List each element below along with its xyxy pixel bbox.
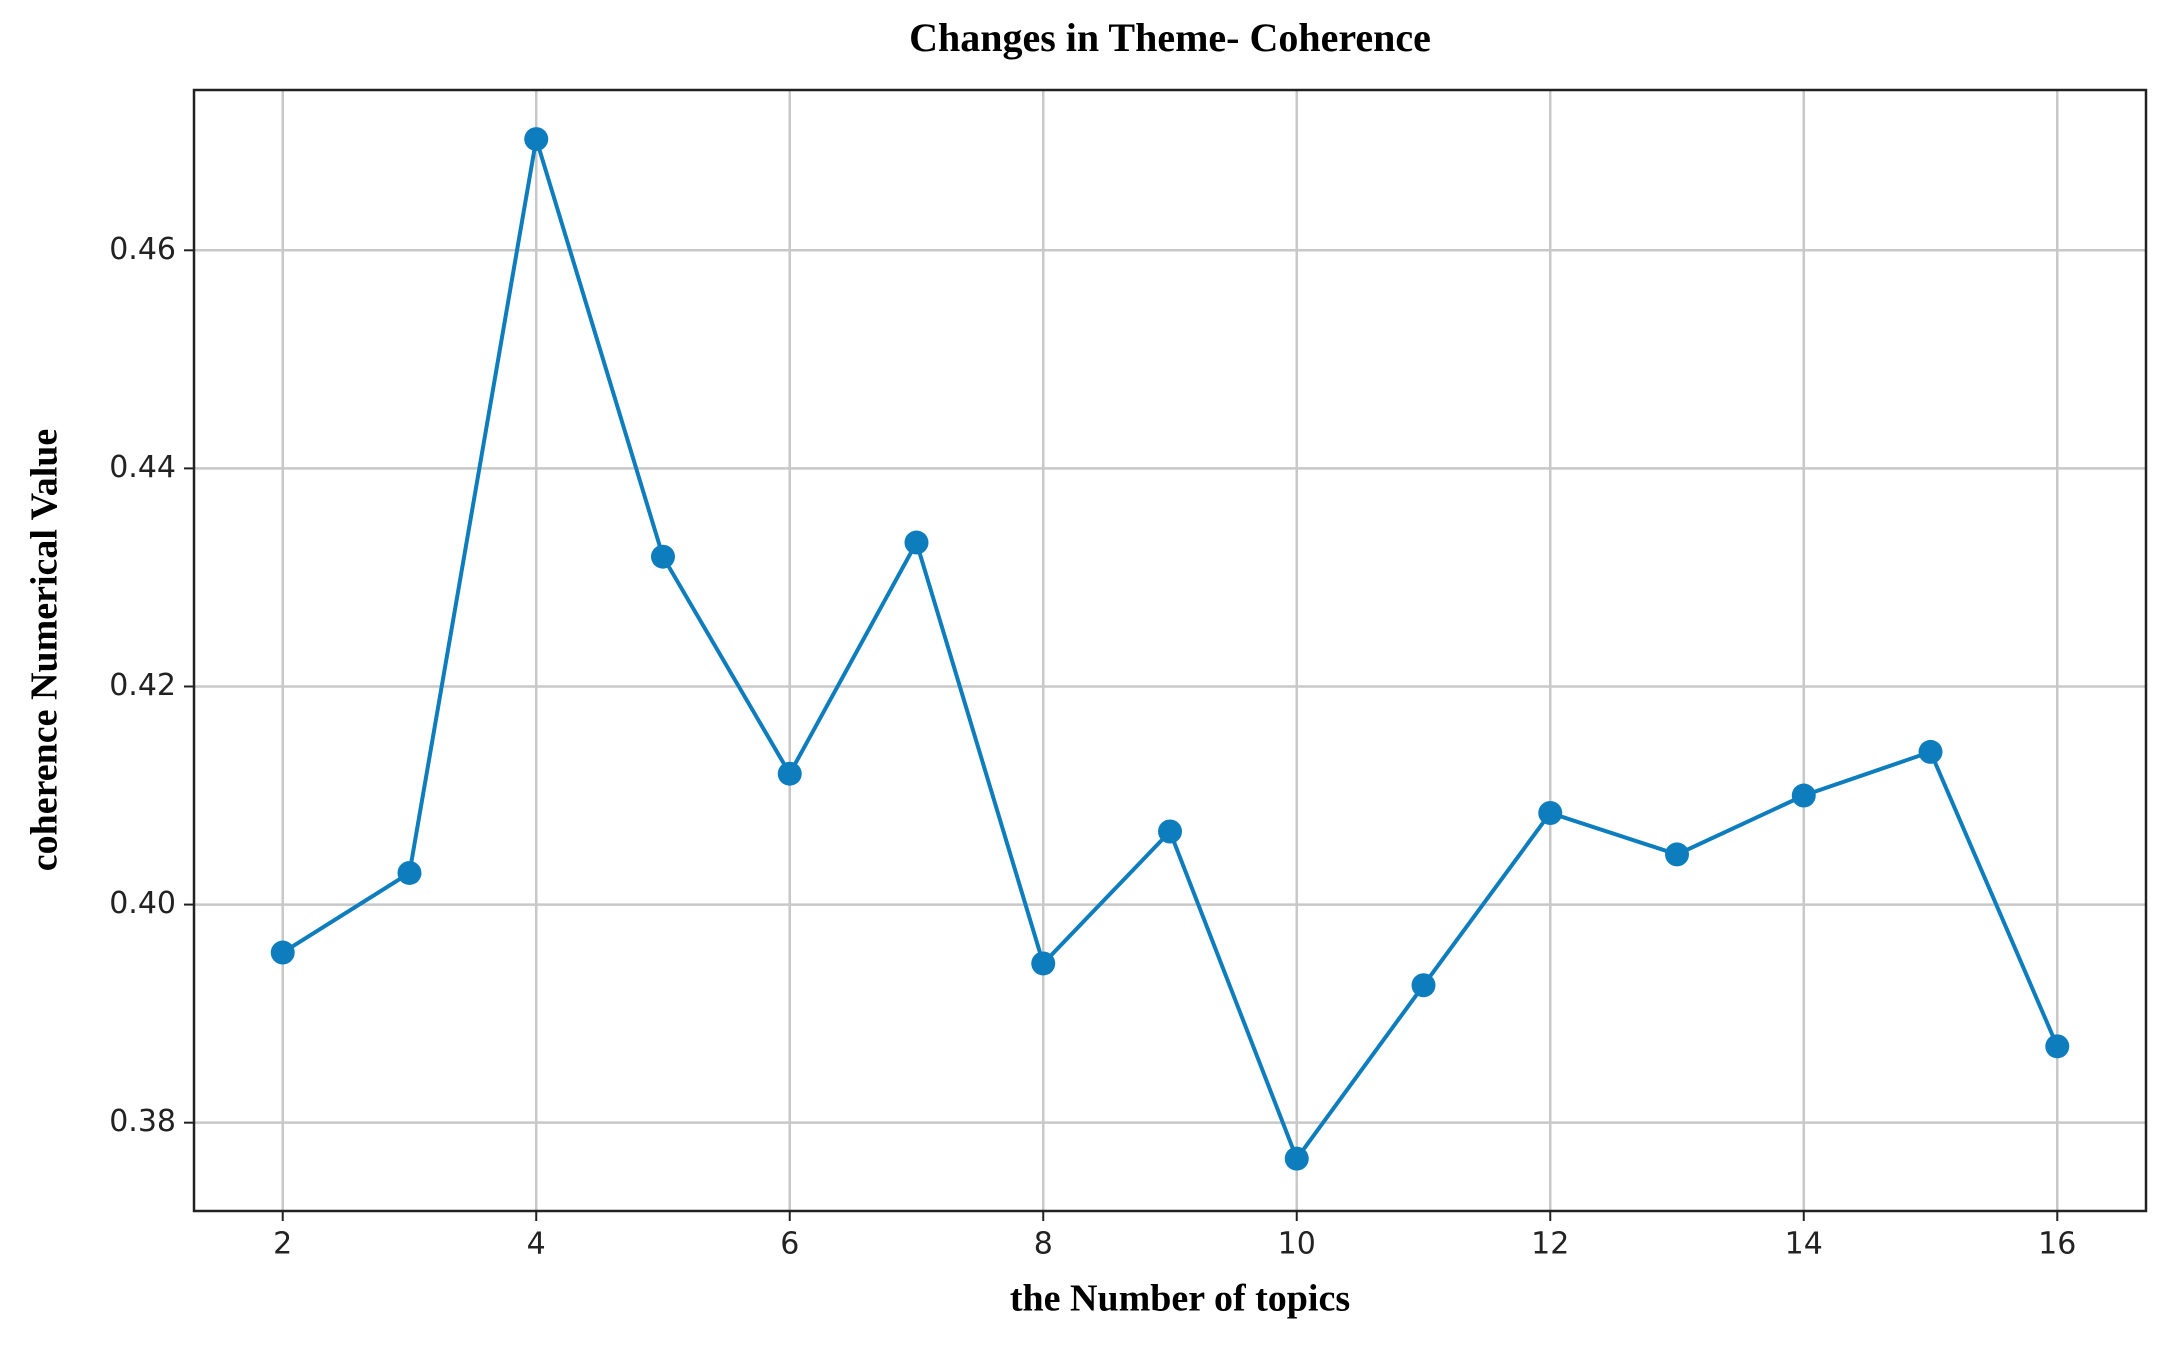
data-point <box>904 530 929 555</box>
x-tick-label: 6 <box>780 1227 799 1262</box>
data-point <box>777 761 802 786</box>
data-point <box>1538 800 1563 825</box>
x-tick-label: 2 <box>273 1227 292 1262</box>
y-tick-label: 0.44 <box>109 450 176 485</box>
x-tick-label: 14 <box>1785 1227 1823 1262</box>
x-tick-label: 12 <box>1531 1227 1569 1262</box>
data-point <box>1284 1146 1309 1171</box>
data-point <box>524 127 549 152</box>
data-point <box>270 940 295 965</box>
data-point <box>1031 951 1056 976</box>
plot-frame <box>192 88 2148 1213</box>
data-point <box>1665 842 1690 867</box>
data-point <box>650 544 675 569</box>
y-tick-label: 0.38 <box>109 1104 176 1139</box>
x-tick-label: 4 <box>527 1227 546 1262</box>
y-axis-label: coherence Numerical Value <box>24 429 66 872</box>
x-tick-label: 10 <box>1278 1227 1316 1262</box>
y-tick-label: 0.46 <box>109 232 176 267</box>
series-line <box>281 138 2060 1163</box>
y-tick-label: 0.40 <box>109 886 176 921</box>
chart-title: Changes in Theme- Coherence <box>909 15 1431 60</box>
x-tick-label: 16 <box>2038 1227 2076 1262</box>
x-axis-label: the Number of topics <box>1010 1278 1350 1320</box>
data-point <box>2045 1034 2070 1059</box>
x-tick-label: 8 <box>1034 1227 1053 1262</box>
data-point <box>1918 739 1943 764</box>
y-tick-label: 0.42 <box>109 668 176 703</box>
data-point <box>1158 819 1182 844</box>
data-point <box>1411 973 1436 998</box>
data-point <box>397 860 422 885</box>
data-point <box>1791 783 1816 808</box>
